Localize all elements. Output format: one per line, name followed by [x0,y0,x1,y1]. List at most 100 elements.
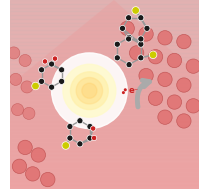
Bar [10,11,199,15]
Circle shape [90,126,96,131]
Circle shape [144,25,150,31]
Circle shape [38,67,45,73]
Bar [10,166,199,170]
Bar [10,170,199,174]
Bar [10,76,199,79]
Circle shape [186,99,200,113]
Bar [10,49,199,53]
Bar [10,38,199,42]
Circle shape [87,135,93,141]
Polygon shape [10,0,199,189]
Circle shape [31,148,46,162]
Circle shape [139,27,153,41]
Bar [10,132,199,136]
Circle shape [41,172,55,187]
Circle shape [21,81,33,93]
Circle shape [77,141,83,147]
Bar [10,125,199,129]
Bar [10,45,199,49]
Circle shape [138,15,144,21]
Circle shape [129,46,144,60]
Circle shape [59,67,65,73]
Bar [10,0,199,4]
Circle shape [177,34,191,49]
Bar [10,42,199,45]
Circle shape [42,59,48,64]
Circle shape [8,47,20,59]
Bar [10,57,199,60]
Circle shape [138,36,144,42]
Circle shape [148,91,163,105]
Bar [10,151,199,155]
Circle shape [126,15,132,21]
Circle shape [149,51,157,59]
Circle shape [126,34,132,40]
Bar [10,113,199,117]
Bar [10,87,199,91]
Bar [10,121,199,125]
Circle shape [126,36,132,42]
Circle shape [138,55,144,61]
Bar [10,147,199,151]
Bar [10,4,199,8]
Bar [10,155,199,159]
Bar [10,79,199,83]
Circle shape [126,62,132,68]
Circle shape [158,110,172,124]
Bar [10,94,199,98]
Bar [10,181,199,185]
FancyArrowPatch shape [137,80,149,107]
Circle shape [25,167,40,181]
Circle shape [18,140,32,155]
Bar [10,30,199,34]
Circle shape [186,59,200,73]
Bar [10,83,199,87]
Bar [10,174,199,178]
Circle shape [82,83,97,98]
Circle shape [12,159,27,174]
Bar [10,159,199,163]
Circle shape [67,135,73,141]
Bar [10,144,199,147]
Bar [10,110,199,113]
Bar [10,72,199,76]
Circle shape [48,61,55,67]
Bar [10,15,199,19]
Circle shape [167,53,182,68]
Circle shape [52,53,127,129]
Bar [10,91,199,94]
Bar [10,106,199,110]
Circle shape [48,84,55,90]
Circle shape [114,55,120,61]
Circle shape [120,25,126,31]
Bar [10,64,199,68]
Circle shape [19,54,31,67]
Bar [10,185,199,189]
Circle shape [177,114,191,128]
Circle shape [122,91,125,94]
Bar [10,8,199,11]
Bar [10,163,199,166]
Circle shape [10,73,22,85]
Circle shape [92,135,97,141]
Bar [10,178,199,181]
Bar [10,68,199,72]
Circle shape [23,107,35,119]
Text: e⁻: e⁻ [129,86,139,95]
Circle shape [76,77,103,104]
Circle shape [124,88,127,91]
Bar [10,60,199,64]
Bar [10,23,199,26]
Circle shape [138,41,144,47]
Bar [10,117,199,121]
Bar [10,136,199,140]
Bar [10,19,199,23]
Circle shape [11,104,24,116]
Bar [10,140,199,144]
Circle shape [62,142,70,149]
Circle shape [77,118,83,124]
Circle shape [67,123,73,129]
Circle shape [70,72,108,110]
Bar [10,102,199,106]
Bar [10,53,199,57]
